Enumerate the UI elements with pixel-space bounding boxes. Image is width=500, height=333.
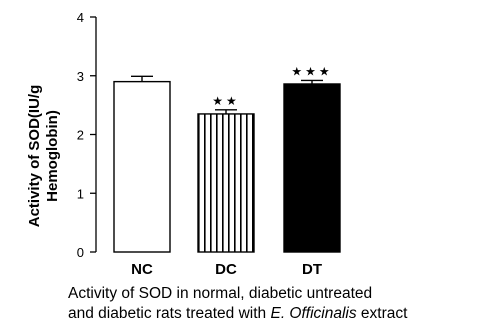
y-tick-label-0: 0 [77,245,84,260]
caption-line-1: Activity of SOD in normal, diabetic untr… [68,285,373,302]
y-tick-label-4: 4 [77,10,84,25]
significance-stars-DC: ★★ [212,94,240,108]
y-tick-label-2: 2 [77,128,84,143]
y-ticks: 0 1 2 3 4 [77,10,96,260]
bar-DT [283,83,341,253]
y-axis-label: Activity of SOD(IU/g Hemoglobin) [26,85,61,228]
bar-NC [113,80,171,253]
significance-stars-DT: ★★★ [291,64,332,78]
bar-DC [197,113,255,253]
figure-caption: Activity of SOD in normal, diabetic untr… [68,284,498,324]
y-tick-label-1: 1 [77,186,84,201]
x-tick-labels: NC DC DT [131,261,322,278]
x-tick-label-DT: DT [302,261,322,278]
y-axis-label-line-1: Activity of SOD(IU/g [26,85,43,228]
x-tick-label-NC: NC [131,261,153,278]
bars: ★★★★★ [113,64,341,253]
y-axis-label-line-2: Hemoglobin) [44,110,61,202]
caption-line-2-prefix: and diabetic rats treated with [68,305,271,322]
y-tick-label-3: 3 [77,69,84,84]
caption-line-2: and diabetic rats treated with E. Offici… [68,304,498,324]
bar-chart: Activity of SOD(IU/g Hemoglobin) 0 1 2 3 4 ★… [26,10,341,278]
x-tick-label-DC: DC [215,261,237,278]
caption-line-2-suffix: extract [356,305,408,322]
caption-species-name: E. Officinalis [270,305,357,322]
